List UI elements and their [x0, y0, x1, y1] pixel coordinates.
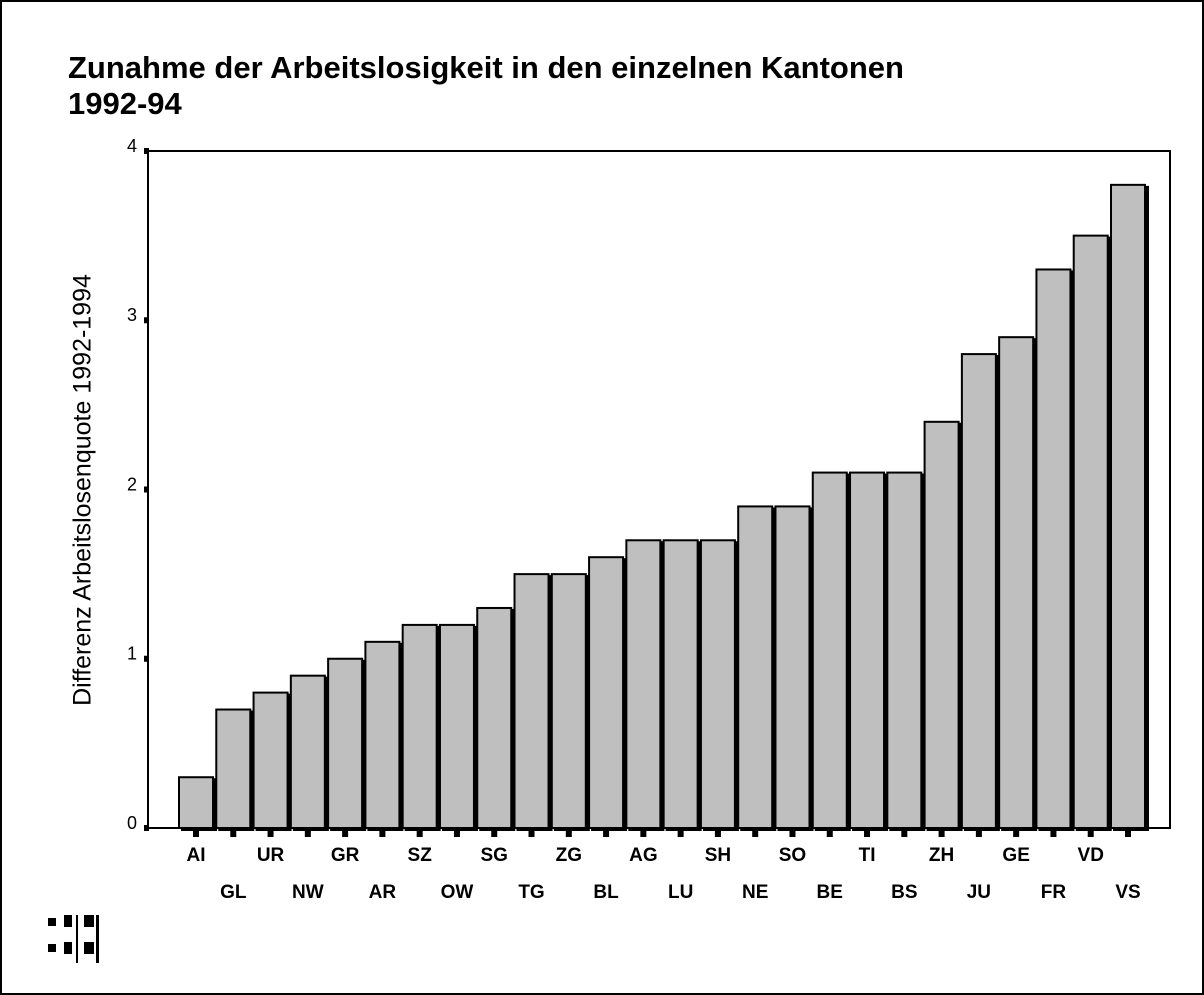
bar [327, 657, 364, 829]
x-tick [267, 831, 274, 837]
x-tick-label: AR [369, 882, 397, 903]
x-tick [416, 831, 423, 837]
bar [998, 336, 1035, 829]
x-tick [752, 831, 759, 837]
x-tick [1013, 831, 1020, 837]
x-tick [714, 831, 721, 837]
bar [699, 539, 736, 830]
x-tick-label: AG [629, 845, 658, 866]
x-tick [603, 831, 610, 837]
y-tick [144, 825, 149, 831]
y-tick [144, 317, 149, 324]
x-tick-label: VS [1115, 882, 1140, 903]
bar [774, 505, 811, 829]
bar [849, 471, 886, 829]
y-tick-label: 1 [127, 644, 137, 664]
bar [513, 573, 550, 829]
x-tick [193, 831, 199, 837]
bar [923, 420, 960, 829]
bar [1035, 268, 1072, 830]
x-tick-label: FR [1041, 882, 1067, 903]
bar [364, 640, 401, 830]
x-tick-label: SH [705, 845, 731, 866]
bar [215, 708, 252, 830]
x-tick [304, 831, 311, 837]
logo [48, 915, 99, 963]
bar [1072, 234, 1109, 829]
x-tick [528, 831, 535, 837]
x-tick-label: TI [859, 845, 876, 866]
y-tick-label: 4 [127, 136, 137, 156]
bar [178, 776, 214, 829]
x-tick-label: NE [742, 882, 768, 903]
bar [289, 674, 326, 829]
x-tick-label: JU [967, 882, 991, 903]
x-tick [379, 831, 386, 837]
x-tick [565, 831, 572, 837]
chart-title: Zunahme der Arbeitslosigkeit in den einz… [68, 50, 904, 85]
x-tick [677, 831, 684, 837]
x-tick-label: GE [1002, 845, 1029, 866]
bar [401, 623, 438, 830]
x-tick-label: SO [779, 845, 806, 866]
bar [662, 539, 699, 830]
x-tick [1087, 831, 1094, 837]
x-tick [901, 831, 908, 837]
x-tick [342, 831, 349, 837]
bar [625, 539, 662, 830]
bar [252, 691, 289, 829]
bar [960, 353, 997, 829]
bar [476, 606, 513, 829]
x-tick-label: AI [187, 845, 206, 866]
x-tick-label: UR [257, 845, 285, 866]
x-tick [230, 831, 237, 837]
x-tick-label: GL [220, 882, 247, 903]
x-tick [1125, 831, 1131, 837]
x-tick-label: BE [817, 882, 843, 903]
bar [737, 505, 774, 829]
x-tick-label: TG [518, 882, 544, 903]
y-tick-label: 0 [127, 813, 137, 833]
x-tick [1050, 831, 1057, 837]
x-tick-label: BL [593, 882, 619, 903]
x-tick [864, 831, 871, 837]
bar [438, 623, 475, 830]
x-tick-label: ZH [929, 845, 954, 866]
bar [811, 471, 848, 829]
y-tick [144, 148, 149, 154]
x-tick-label: BS [891, 882, 917, 903]
chart-title: 1992-94 [68, 86, 183, 121]
x-tick-label: ZG [556, 845, 582, 866]
x-tick-label: GR [331, 845, 360, 866]
bar [588, 556, 625, 829]
x-tick [938, 831, 945, 837]
x-tick [826, 831, 833, 837]
x-tick-label: NW [292, 882, 324, 903]
x-tick [975, 831, 982, 837]
x-tick-label: VD [1078, 845, 1104, 866]
x-tick-label: OW [441, 882, 474, 903]
y-axis-label: Differenz Arbeitslosenquote 1992-1994 [69, 274, 97, 706]
bar [550, 573, 587, 829]
y-tick [144, 486, 149, 493]
x-tick-label: LU [668, 882, 693, 903]
x-tick-label: SZ [408, 845, 433, 866]
x-tick [640, 831, 647, 837]
x-tick [491, 831, 498, 837]
y-tick-label: 2 [127, 474, 137, 494]
x-tick-label: SG [481, 845, 508, 866]
bar [1110, 183, 1146, 830]
bar [886, 471, 923, 829]
x-tick [453, 831, 460, 837]
y-tick [144, 655, 149, 662]
x-tick [789, 831, 796, 837]
y-tick-label: 3 [127, 305, 137, 325]
